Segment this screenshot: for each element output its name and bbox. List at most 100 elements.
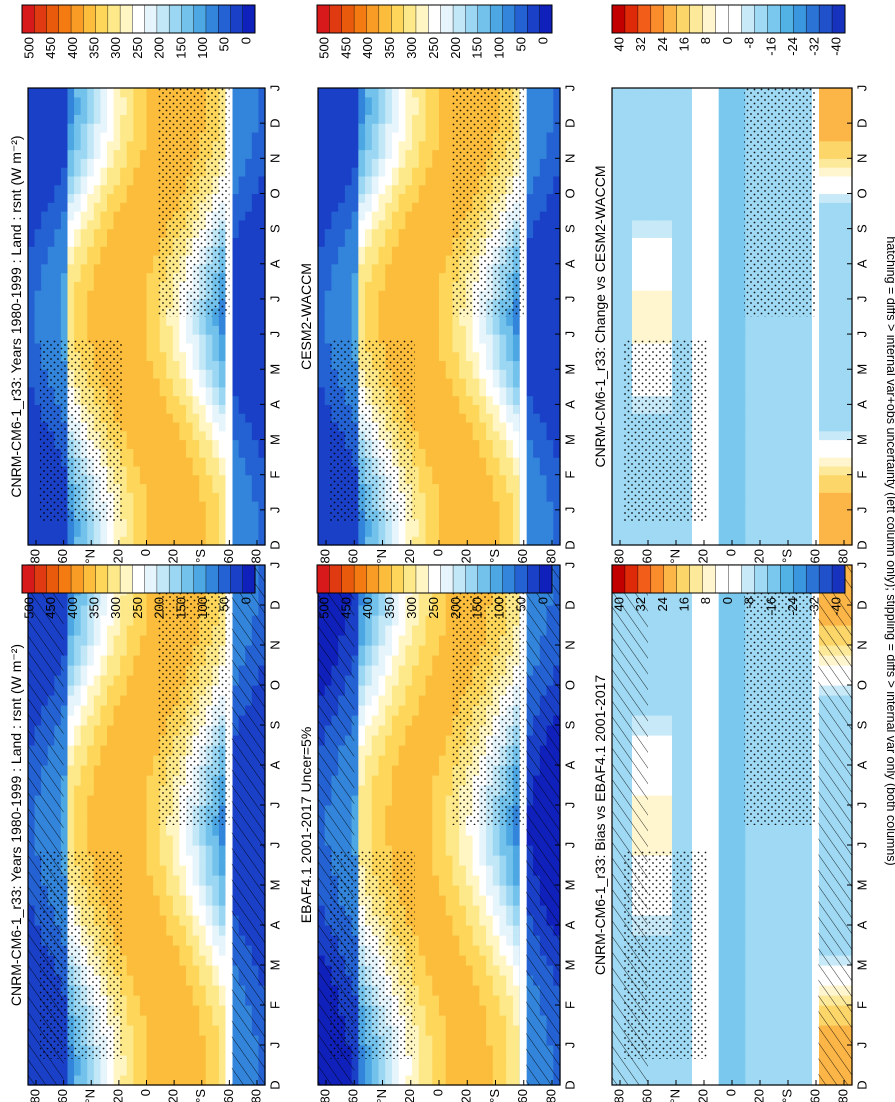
colorbar-swatch [193, 564, 207, 594]
heatmap-cell [645, 615, 653, 626]
heatmap-cell [87, 615, 95, 626]
heatmap-cell [712, 975, 720, 986]
heatmap-cell [351, 805, 359, 816]
heatmap-cell [692, 755, 700, 766]
heatmap-cell [658, 625, 666, 636]
heatmap-cell [192, 985, 200, 996]
heatmap-cell [658, 705, 666, 716]
heatmap-cell [398, 675, 406, 686]
heatmap-cell [107, 735, 115, 746]
heatmap-cell [120, 895, 128, 906]
heatmap-cell [120, 975, 128, 986]
heatmap-cell [512, 1045, 521, 1056]
heatmap-cell [512, 865, 521, 876]
heatmap-cell [738, 995, 746, 1006]
heatmap-cell [658, 725, 666, 736]
heatmap-cell [371, 775, 380, 786]
heatmap-cell [705, 845, 713, 856]
heatmap-cell [371, 655, 380, 666]
heatmap-cell [652, 1075, 660, 1086]
heatmap-cell [718, 765, 726, 776]
heatmap-cell [486, 1045, 494, 1056]
heatmap-cell [459, 1045, 467, 1056]
heatmap-cell [418, 745, 427, 756]
heatmap-cell [192, 1005, 200, 1016]
heatmap-cell [100, 795, 108, 806]
heatmap-cell [172, 975, 181, 986]
heatmap-cell [506, 905, 514, 916]
heatmap-cell [425, 715, 433, 726]
heatmap-cell [120, 665, 128, 676]
heatmap-cell [712, 1015, 720, 1026]
heatmap-cell [725, 805, 733, 816]
heatmap-cell [665, 785, 673, 796]
heatmap-cell [391, 635, 400, 646]
heatmap-cell [512, 945, 521, 956]
heatmap-cell [365, 695, 373, 706]
heatmap-cell [432, 695, 440, 706]
heatmap-cell [678, 695, 686, 706]
heatmap-cell [665, 685, 673, 696]
heatmap-cell [378, 685, 386, 696]
heatmap-cell [385, 795, 393, 806]
heatmap-cell [425, 695, 433, 706]
heatmap-cell [371, 815, 380, 826]
heatmap-cell [351, 735, 359, 746]
heatmap-cell [126, 875, 134, 886]
heatmap-cell [60, 705, 69, 716]
heatmap-cell [512, 935, 521, 946]
heatmap-cell [100, 835, 108, 846]
heatmap-cell [445, 715, 454, 726]
heatmap-cell [499, 1025, 507, 1036]
heatmap-cell [80, 615, 88, 626]
heatmap-cell [705, 725, 713, 736]
heatmap-cell [465, 845, 474, 856]
heatmap-cell [139, 675, 148, 686]
heatmap-cell [87, 725, 95, 736]
heatmap-cell [698, 675, 706, 686]
heatmap-cell [652, 685, 660, 696]
heatmap-cell [80, 835, 88, 846]
heatmap-cell [425, 1035, 433, 1046]
heatmap-cell [698, 835, 706, 846]
heatmap-cell [133, 935, 141, 946]
heatmap-cell [74, 1055, 82, 1066]
heatmap-cell [499, 825, 507, 836]
heatmap-cell [678, 725, 686, 736]
heatmap-cell [351, 1075, 359, 1086]
lat-label: 20 [166, 1089, 181, 1102]
heatmap-cell [192, 865, 200, 876]
heatmap-cell [199, 915, 207, 926]
heatmap-cell [100, 805, 108, 816]
heatmap-cell [685, 655, 693, 666]
heatmap-cell [60, 1075, 69, 1086]
heatmap-cell [139, 865, 148, 876]
heatmap-cell [479, 915, 487, 926]
heatmap-cell [218, 1055, 227, 1066]
heatmap-cell [120, 875, 128, 886]
heatmap-cell [738, 765, 746, 776]
heatmap-cell [126, 825, 134, 836]
heatmap-cell [405, 755, 413, 766]
heatmap-cell [472, 845, 480, 856]
heatmap-cell [120, 1065, 128, 1076]
heatmap-cell [74, 645, 82, 656]
heatmap-cell [486, 905, 494, 916]
heatmap-cell [87, 755, 95, 766]
heatmap-cell [698, 845, 706, 856]
heatmap-cell [685, 685, 693, 696]
heatmap-cell [371, 665, 380, 676]
heatmap-cell [725, 775, 733, 786]
heatmap-cell [425, 1015, 433, 1026]
heatmap-cell [418, 1045, 427, 1056]
heatmap-cell [107, 795, 115, 806]
month-label: J [267, 1042, 282, 1049]
heatmap-cell [492, 825, 501, 836]
heatmap-cell [658, 1055, 666, 1066]
heatmap-cell [192, 1065, 200, 1076]
heatmap-cell [479, 885, 487, 896]
heatmap-cell [465, 975, 474, 986]
heatmap-cell [212, 845, 220, 856]
heatmap-cell [705, 1055, 713, 1066]
heatmap-cell [365, 775, 373, 786]
